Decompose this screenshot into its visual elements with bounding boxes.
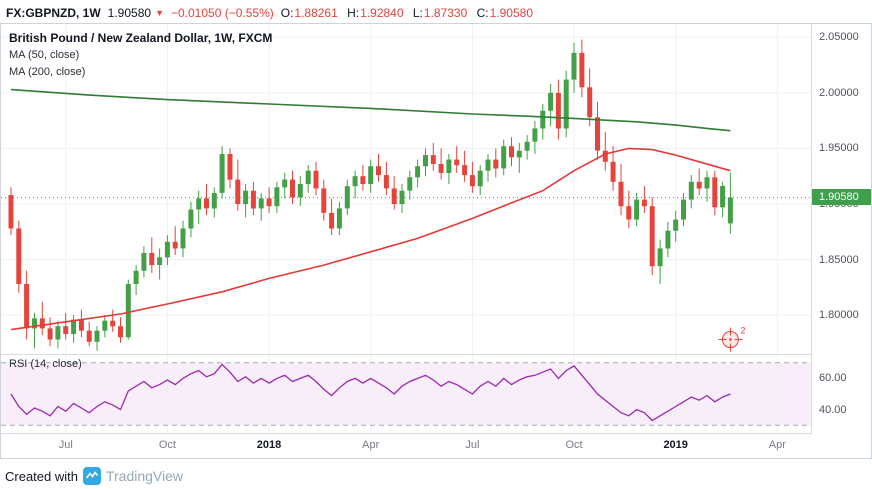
ma50-line bbox=[10, 147, 731, 331]
chart-widget[interactable]: 2 British Pound / New Zealand Dollar, 1W… bbox=[0, 23, 872, 459]
time-tick: Oct bbox=[565, 439, 583, 451]
ohlc-values: O:1.88261 H:1.92840 L:1.87330 C:1.90580 bbox=[281, 6, 539, 20]
rsi-band bbox=[1, 362, 811, 426]
candles-layer bbox=[8, 39, 733, 351]
close-label: C: bbox=[476, 5, 489, 20]
price-axis[interactable]: 1.90580 2.050002.000001.950001.900001.85… bbox=[811, 24, 871, 434]
close-value: 1.90580 bbox=[489, 5, 534, 20]
attribution-footer: Created with TradingView bbox=[0, 459, 872, 485]
price-chart-canvas[interactable]: 2 bbox=[1, 24, 811, 354]
open-label: O: bbox=[280, 5, 294, 20]
main-price-pane[interactable]: 2 British Pound / New Zealand Dollar, 1W… bbox=[1, 24, 811, 355]
symbol-title[interactable]: FX:GBPNZD, 1W bbox=[6, 5, 101, 20]
rsi-tick: 60.00 bbox=[819, 372, 847, 385]
low-label: L: bbox=[412, 5, 423, 20]
time-tick: 2018 bbox=[256, 439, 282, 451]
price-tick: 1.95000 bbox=[819, 142, 859, 155]
time-tick: Oct bbox=[158, 439, 176, 451]
svg-text:2: 2 bbox=[740, 326, 745, 336]
price-tick: 2.00000 bbox=[819, 86, 859, 99]
time-tick: 2019 bbox=[663, 439, 688, 451]
symbol-info-bar: FX:GBPNZD, 1W 1.90580 ▼ −0.01050 (−0.55%… bbox=[0, 0, 872, 23]
rsi-line bbox=[10, 363, 731, 422]
time-tick: Jul bbox=[58, 439, 73, 451]
position-tool-icon[interactable]: 2 bbox=[718, 326, 745, 352]
time-tick: Apr bbox=[768, 439, 786, 451]
time-tick: Apr bbox=[362, 439, 380, 451]
low-value: 1.87330 bbox=[423, 5, 468, 20]
open-value: 1.88261 bbox=[294, 5, 338, 20]
high-label: H: bbox=[347, 5, 360, 20]
price-tick: 1.80000 bbox=[819, 309, 859, 322]
ma200-line bbox=[10, 88, 731, 132]
tradingview-wordmark[interactable]: TradingView bbox=[105, 468, 184, 484]
rsi-tick: 40.00 bbox=[819, 403, 847, 416]
price-tick: 2.05000 bbox=[819, 31, 859, 44]
price-change: −0.01050 (−0.55%) bbox=[170, 5, 274, 20]
tradingview-logo-icon[interactable] bbox=[82, 467, 101, 485]
price-down-arrow-icon: ▼ bbox=[155, 7, 164, 18]
high-value: 1.92840 bbox=[360, 5, 404, 20]
time-axis[interactable]: Jul Oct 2018 Apr Jul Oct 2019 Apr bbox=[1, 434, 811, 458]
last-price-badge: 1.90580 bbox=[812, 188, 871, 205]
last-price-value: 1.90580 bbox=[107, 5, 152, 20]
rsi-chart-canvas[interactable] bbox=[1, 355, 811, 433]
created-with-text: Created with bbox=[5, 468, 78, 484]
rsi-pane[interactable]: RSI (14, close) bbox=[1, 355, 811, 434]
time-tick: Jul bbox=[465, 439, 480, 451]
price-tick: 1.85000 bbox=[819, 253, 859, 266]
